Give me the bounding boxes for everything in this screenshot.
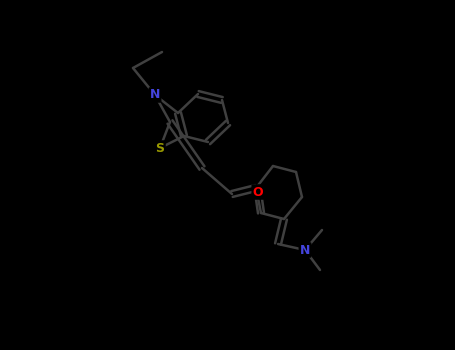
Text: S: S xyxy=(156,141,165,154)
Text: O: O xyxy=(253,186,263,198)
Text: N: N xyxy=(300,244,310,257)
Text: N: N xyxy=(150,89,160,101)
